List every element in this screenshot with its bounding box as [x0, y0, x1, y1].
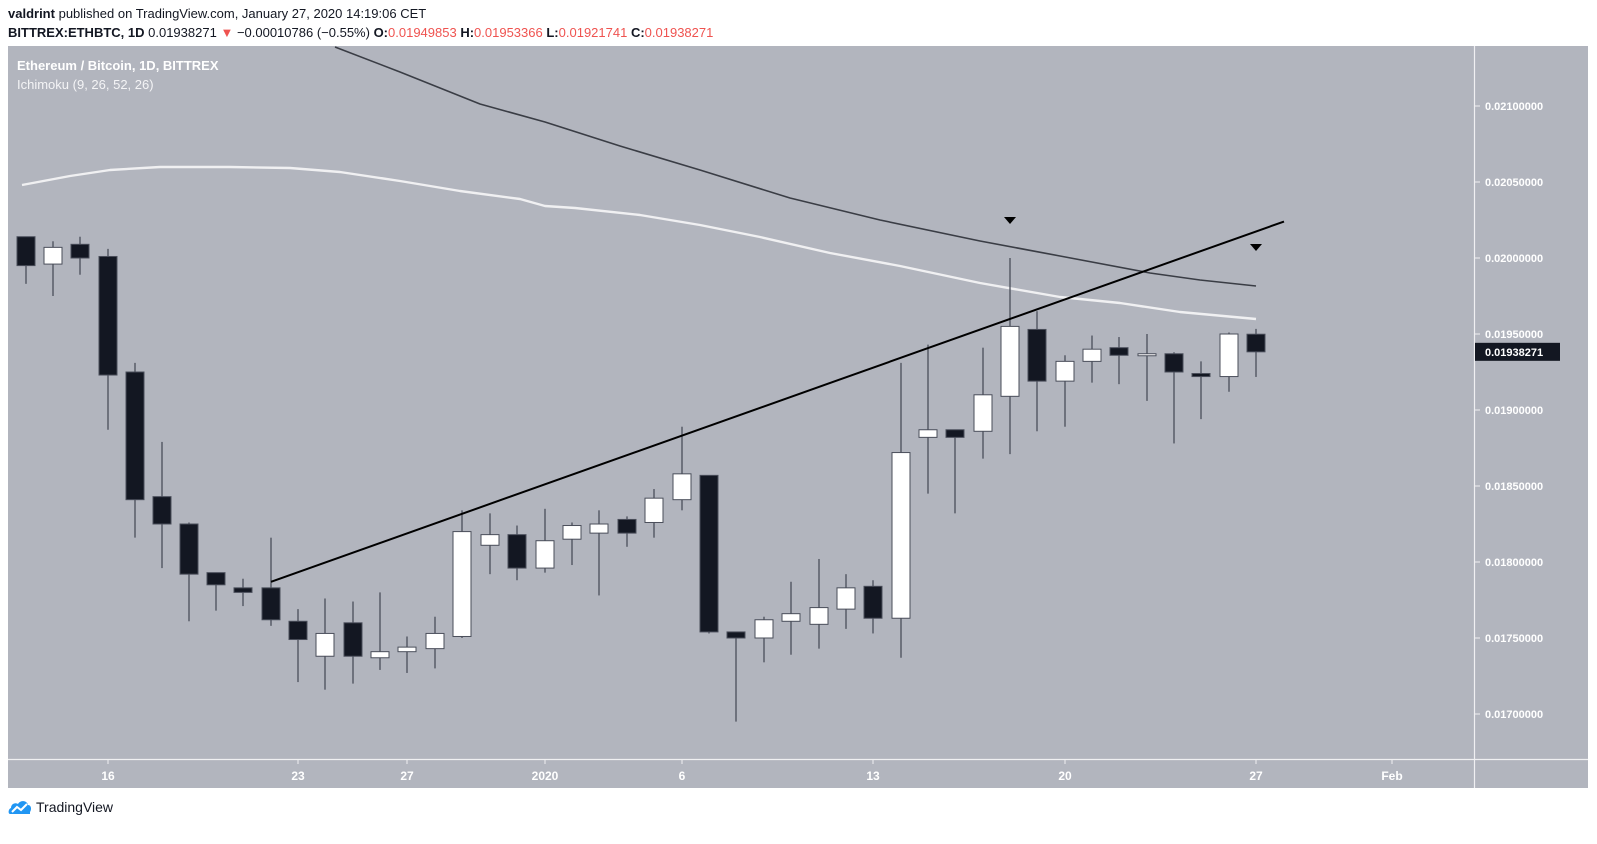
time-tick-label: 23: [291, 769, 305, 783]
candle: [70, 236, 90, 275]
open-value: 0.01949853: [388, 25, 457, 40]
candle: [425, 616, 445, 669]
candle: [945, 429, 965, 514]
candle: [1000, 258, 1020, 455]
chart-panel[interactable]: [8, 46, 1588, 788]
candle: [672, 426, 692, 511]
candle: [233, 578, 253, 607]
candle: [1082, 335, 1102, 383]
symbol-label: BITTREX:ETHBTC, 1D: [8, 25, 145, 40]
candle: [480, 513, 500, 575]
tradingview-cloud-icon: [8, 801, 32, 814]
ichimoku-base-line: [334, 46, 1257, 287]
candles: [16, 236, 1266, 722]
price-tick-label: 0.01900000: [1485, 405, 1543, 417]
publish-info: valdrint published on TradingView.com, J…: [8, 6, 426, 21]
candle: [1137, 334, 1157, 401]
candle: [973, 347, 993, 459]
candle: [1164, 352, 1184, 444]
candle: [1219, 332, 1239, 392]
price-tick-label: 0.01700000: [1485, 709, 1543, 721]
time-tick-label: 13: [866, 769, 880, 783]
last-price: 0.01938271: [148, 25, 217, 40]
close-label: C:: [630, 25, 645, 40]
candle: [891, 362, 911, 658]
price-tick-label: 0.01750000: [1485, 633, 1543, 645]
price-axis[interactable]: 0.02100000 0.02050000 0.02000000 0.01950000…: [1475, 101, 1543, 721]
high-label: H:: [460, 25, 475, 40]
candle: [754, 616, 774, 663]
time-axis[interactable]: 16 23 27 2020 6 13 20 27 Feb: [101, 760, 1403, 783]
published-text: published on TradingView.com, January 27…: [58, 6, 427, 21]
candle: [370, 592, 390, 670]
candle: [863, 580, 883, 634]
candle: [1109, 337, 1129, 385]
candle: [315, 598, 335, 690]
candle: [152, 441, 172, 569]
tradingview-logo[interactable]: TradingView: [8, 799, 113, 815]
indicator-legend[interactable]: Ichimoku (9, 26, 52, 26): [17, 77, 154, 92]
candle: [125, 362, 145, 538]
symbol-info-bar: BITTREX:ETHBTC, 1D 0.01938271 ▼ −0.00010…: [8, 25, 713, 40]
price-tick-label: 0.02000000: [1485, 253, 1543, 265]
candle: [1055, 355, 1075, 427]
candle: [16, 236, 36, 284]
candle: [1191, 361, 1211, 420]
candle: [206, 572, 226, 611]
candle: [918, 344, 938, 494]
candle: [43, 241, 63, 296]
candle: [589, 510, 609, 596]
candle: [781, 581, 801, 655]
candle: [1027, 311, 1047, 432]
close-value: 0.01938271: [644, 25, 714, 40]
candle: [397, 636, 417, 673]
candle: [535, 508, 555, 573]
candle: [699, 474, 719, 634]
arrow-down-icon: [1004, 217, 1016, 224]
candle: [1246, 328, 1266, 377]
time-tick-label: 20: [1058, 769, 1072, 783]
candle: [726, 631, 746, 722]
price-tick-label: 0.02100000: [1485, 101, 1543, 113]
trendline[interactable]: [270, 220, 1285, 583]
price-tick-label: 0.02050000: [1485, 177, 1543, 189]
time-tick-label: Feb: [1381, 769, 1402, 783]
down-arrow-icon: ▼: [220, 25, 234, 40]
author-name[interactable]: valdrint: [8, 6, 55, 21]
candle: [836, 574, 856, 629]
low-label: L:: [546, 25, 559, 40]
candle: [98, 248, 118, 430]
candle: [809, 558, 829, 649]
open-label: O:: [373, 25, 389, 40]
price-tick-label: 0.01850000: [1485, 481, 1543, 493]
candle: [617, 516, 637, 547]
price-tick-label: 0.01950000: [1485, 329, 1543, 341]
candle: [562, 522, 582, 566]
chart-legend-title: Ethereum / Bitcoin, 1D, BITTREX: [17, 58, 219, 73]
time-tick-label: 6: [679, 769, 686, 783]
brand-name: TradingView: [36, 799, 114, 815]
time-tick-label: 2020: [532, 769, 559, 783]
candle: [261, 537, 281, 626]
candle: [343, 601, 363, 684]
low-value: 0.01921741: [558, 25, 628, 40]
current-price-label: 0.01938271: [1475, 342, 1560, 361]
time-tick-label: 16: [101, 769, 115, 783]
price-tick-label: 0.01800000: [1485, 557, 1543, 569]
candle: [288, 609, 308, 683]
candle: [507, 525, 527, 581]
price-change: −0.00010786 (−0.55%): [236, 25, 370, 40]
time-tick-label: 27: [1249, 769, 1263, 783]
high-value: 0.01953366: [474, 25, 543, 40]
candle: [644, 489, 664, 538]
time-tick-label: 27: [400, 769, 414, 783]
candle: [179, 522, 199, 622]
arrow-down-icon: [1250, 244, 1262, 251]
ichimoku-conversion-line: [21, 165, 1257, 321]
svg-text:0.01938271: 0.01938271: [1485, 347, 1543, 359]
candle: [452, 510, 472, 638]
